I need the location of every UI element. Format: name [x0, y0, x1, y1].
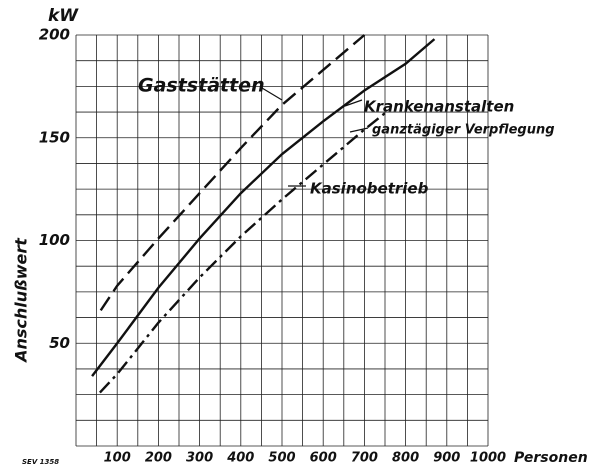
y-tick-label: 50 [49, 334, 70, 352]
line-series [91, 38, 436, 377]
series-label: Krankenanstalten [364, 98, 514, 116]
y-unit: kW [48, 6, 79, 26]
footnote: SEV 1358 [22, 458, 59, 466]
y-tick-label: 100 [39, 231, 70, 249]
y-axis-title: Anschlußwert [12, 237, 31, 364]
x-tick-label: 900 [433, 451, 460, 466]
x-tick-label: 300 [186, 451, 213, 466]
x-tick-label: 800 [392, 451, 419, 466]
leader-line [344, 99, 363, 107]
x-tick-label: 500 [268, 451, 295, 466]
series-label: ganztägiger Verpflegung [372, 123, 555, 138]
leader-line [261, 87, 283, 101]
x-tick-label: 1000 [470, 451, 506, 466]
x-axis-title: Personen [514, 450, 588, 466]
series-label: Kasinobetrieb [310, 180, 429, 198]
y-tick-label: 150 [39, 128, 70, 146]
series-label: Gaststätten [138, 75, 265, 97]
x-tick-label: 200 [145, 451, 172, 466]
x-tick-label: 100 [104, 451, 131, 466]
leader-line [349, 127, 369, 133]
y-tick-label: 200 [39, 26, 70, 44]
x-tick-label: 600 [310, 451, 337, 466]
line-series [99, 34, 366, 312]
x-tick-label: 400 [226, 451, 254, 466]
x-tick-label: 700 [351, 451, 378, 466]
line-series [99, 112, 386, 394]
